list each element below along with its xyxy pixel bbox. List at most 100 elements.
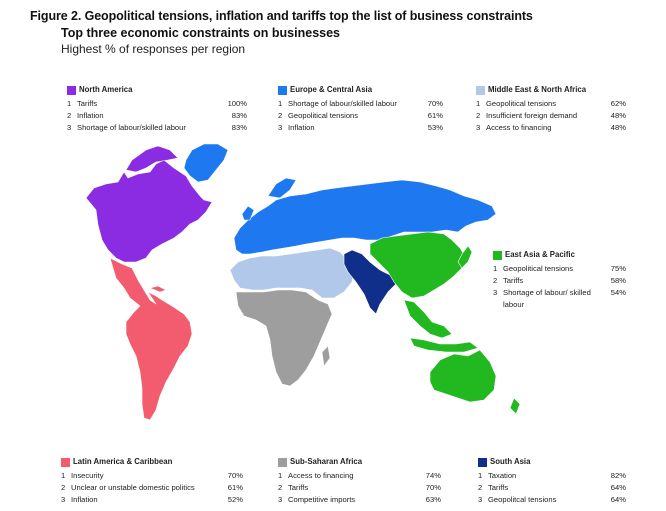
constraint-label: Tariffs	[77, 99, 98, 108]
constraint-rank: 3	[278, 123, 283, 132]
constraint-value: 61%	[427, 111, 443, 120]
constraint-row: 3 Competitive imports 63%	[278, 494, 441, 506]
constraint-rank: 1	[278, 471, 283, 480]
region-south-asia	[343, 249, 397, 315]
constraint-label: Inflation	[77, 111, 104, 120]
constraint-label: Insecurity	[71, 471, 104, 480]
region-sub-saharan-africa	[235, 289, 333, 387]
constraint-value: 53%	[427, 123, 443, 132]
constraint-row: 2 Unclear or unstable domestic politics 61…	[61, 482, 243, 494]
swatch-europe-central-asia	[278, 85, 287, 95]
region-europe-central-asia	[233, 179, 497, 255]
region-indonesia	[409, 337, 479, 353]
constraint-value: 61%	[227, 483, 243, 492]
constraint-rank: 1	[476, 99, 481, 108]
figure-subtitle: Top three economic constraints on busine…	[61, 26, 340, 40]
panel-title: Latin America & Caribbean	[73, 457, 173, 466]
region-japan	[457, 245, 473, 269]
figure-caption: Highest % of responses per region	[61, 42, 246, 56]
constraint-value: 58%	[610, 276, 626, 285]
constraint-value: 64%	[610, 483, 626, 492]
panel-title: North America	[79, 85, 133, 94]
constraint-row: 2 Tariffs 70%	[278, 482, 441, 494]
constraint-label: Shortage of labour/ skilled labour	[503, 288, 591, 309]
constraint-value: 82%	[610, 471, 626, 480]
constraint-rank: 3	[476, 123, 481, 132]
constraint-row: 1 Geopolitical tensions 75%	[493, 263, 626, 275]
constraint-value: 48%	[610, 111, 626, 120]
constraint-rank: 2	[493, 276, 498, 285]
constraint-rank: 1	[278, 99, 283, 108]
panel-title: Sub-Saharan Africa	[290, 457, 363, 466]
constraint-label: Tariffs	[488, 483, 509, 492]
constraint-label: Competitive imports	[288, 495, 356, 504]
constraint-rank: 3	[493, 288, 498, 297]
region-new-zealand	[509, 397, 521, 415]
constraint-row: 2 Geopolitical tensions 61%	[278, 110, 443, 122]
constraint-rank: 3	[67, 123, 72, 132]
region-uk	[241, 205, 255, 221]
constraint-rank: 1	[493, 264, 498, 273]
constraint-label: Geopolitical tensions	[288, 111, 359, 120]
constraint-label: Access to financing	[486, 123, 552, 132]
constraint-value: 100%	[227, 99, 247, 108]
constraint-label: Shortage of labour/skilled labour	[288, 99, 397, 108]
constraint-label: Geopolitical tensions	[486, 99, 557, 108]
constraint-row: 3 Inflation 53%	[278, 122, 443, 134]
constraint-label: Geopolitcal tensions	[488, 495, 557, 504]
region-madagascar	[321, 345, 331, 367]
constraint-row: 3 Shortage of labour/skilled labour 83%	[67, 122, 247, 134]
constraint-value: 62%	[610, 99, 626, 108]
region-caribbean	[149, 285, 167, 293]
constraint-rank: 2	[278, 111, 283, 120]
panel-title: Europe & Central Asia	[290, 85, 373, 94]
constraint-row: 1 Tariffs 100%	[67, 98, 247, 110]
constraint-value: 64%	[610, 495, 626, 504]
constraint-row: 1 Shortage of labour/skilled labour 70%	[278, 98, 443, 110]
panel-title: East Asia & Pacific	[505, 250, 575, 259]
constraint-value: 83%	[231, 123, 247, 132]
swatch-latin-america-caribbean	[61, 457, 70, 467]
constraint-row: 2 Inflation 83%	[67, 110, 247, 122]
constraint-rank: 3	[278, 495, 283, 504]
constraint-rank: 2	[67, 111, 72, 120]
figure-title: Figure 2. Geopolitical tensions, inflati…	[30, 9, 533, 23]
region-north-america	[85, 159, 213, 263]
panel-sub-saharan-africa: Sub-Saharan Africa 1 Access to financing 7…	[278, 456, 441, 506]
constraint-value: 52%	[227, 495, 243, 504]
panel-middle-east-north-africa: Middle East & North Africa 1 Geopolitical…	[476, 84, 626, 134]
swatch-north-america	[67, 85, 76, 95]
panel-title: South Asia	[490, 457, 531, 466]
swatch-east-asia-pacific	[493, 250, 502, 260]
constraint-row: 2 Tariffs 64%	[478, 482, 626, 494]
constraint-row: 1 Access to financing 74%	[278, 470, 441, 482]
constraint-value: 83%	[231, 111, 247, 120]
constraint-label: Unclear or unstable domestic politics	[71, 483, 195, 492]
constraint-label: Tariffs	[288, 483, 309, 492]
constraint-rank: 1	[67, 99, 72, 108]
constraint-value: 63%	[425, 495, 441, 504]
region-east-asia	[369, 231, 467, 299]
constraint-rank: 1	[61, 471, 66, 480]
constraint-value: 75%	[610, 264, 626, 273]
panel-latin-america-caribbean: Latin America & Caribbean 1 Insecurity 70%…	[61, 456, 243, 506]
constraint-row: 1 Geopolitical tensions 62%	[476, 98, 626, 110]
constraint-label: Taxation	[488, 471, 517, 480]
swatch-sub-saharan-africa	[278, 457, 287, 467]
panel-south-asia: South Asia 1 Taxation 82% 2 Tariffs 64% 3 Geopo…	[478, 456, 626, 506]
constraint-rank: 2	[61, 483, 66, 492]
constraint-rank: 2	[476, 111, 481, 120]
panel-north-america: North America 1 Tariffs 100% 2 Inflation 83% 3…	[67, 84, 247, 134]
region-latin-america	[109, 257, 193, 421]
constraint-label: Insufficient foreign demand	[486, 111, 578, 120]
swatch-south-asia	[478, 457, 487, 467]
constraint-value: 70%	[425, 483, 441, 492]
panel-europe-central-asia: Europe & Central Asia 1 Shortage of labou…	[278, 84, 443, 134]
constraint-value: 54%	[610, 288, 626, 297]
constraint-label: Inflation	[288, 123, 315, 132]
constraint-row: 3 Inflation 52%	[61, 494, 243, 506]
constraint-label: Tariffs	[503, 276, 524, 285]
constraint-rank: 2	[478, 483, 483, 492]
constraint-row: 2 Tariffs 58%	[493, 275, 626, 287]
